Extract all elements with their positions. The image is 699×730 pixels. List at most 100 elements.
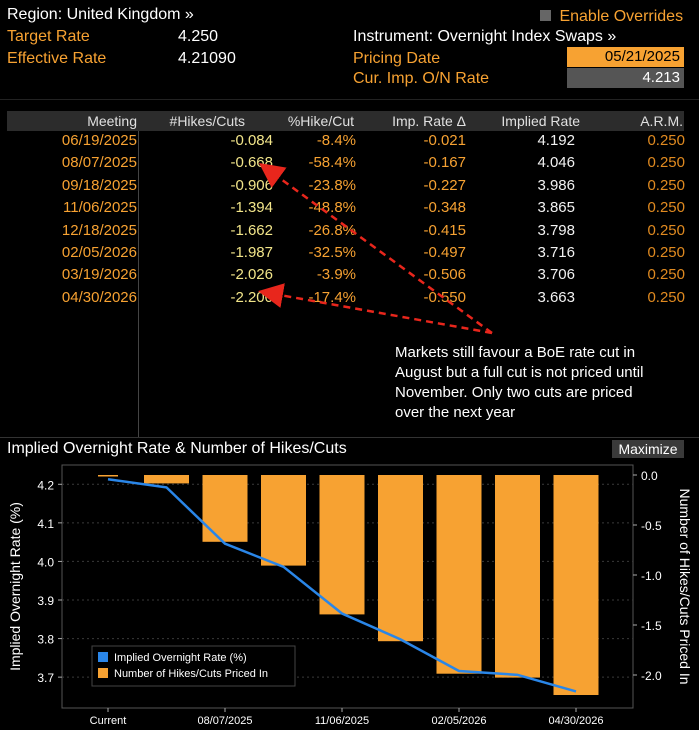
table-row[interactable]: 03/19/2026 -2.026 -3.9% -0.506 3.706 0.250 xyxy=(0,266,699,287)
y-tick-label: 4.1 xyxy=(37,517,54,531)
arm-cell: 0.250 xyxy=(647,266,685,284)
enable-overrides-checkbox[interactable]: Enable Overrides xyxy=(540,8,683,26)
meeting-cell: 09/18/2025 xyxy=(61,176,137,194)
arm-cell: 0.250 xyxy=(647,176,685,194)
maximize-button[interactable]: Maximize xyxy=(612,440,684,458)
hikes-cuts-cell: -1.662 xyxy=(230,221,273,239)
arm-cell: 0.250 xyxy=(647,132,685,149)
bar xyxy=(144,475,189,484)
legend-swatch-bars xyxy=(98,668,108,678)
pct-hike-cut-cell: -58.4% xyxy=(308,154,356,172)
arm-cell: 0.250 xyxy=(647,221,685,239)
imp-rate-delta-cell: -0.550 xyxy=(423,288,466,306)
hikes-cuts-cell: -2.026 xyxy=(230,266,273,284)
col-arm[interactable]: A.R.M. xyxy=(640,113,683,129)
imp-rate-delta-cell: -0.021 xyxy=(423,132,466,149)
annotation-text: Markets still favour a BoE rate cut in A… xyxy=(395,344,644,421)
legend-label-line: Implied Overnight Rate (%) xyxy=(114,652,247,664)
effective-rate-value: 4.21090 xyxy=(178,50,236,67)
bar xyxy=(202,475,248,542)
pct-hike-cut-cell: -23.8% xyxy=(308,176,356,194)
meeting-cell: 06/19/2025 xyxy=(61,132,137,149)
implied-rate-cell: 4.046 xyxy=(537,154,575,172)
x-tick-label: 04/30/2026 xyxy=(548,715,603,727)
table-header: Meeting #Hikes/Cuts %Hike/Cut Imp. Rate … xyxy=(7,111,684,131)
imp-rate-delta-cell: -0.227 xyxy=(423,176,466,194)
implied-rate-cell: 3.865 xyxy=(537,199,575,217)
legend-box xyxy=(91,645,296,687)
instrument-selector[interactable]: Instrument: Overnight Index Swaps » xyxy=(353,28,617,45)
y2-tick-label: 0.0 xyxy=(641,469,658,483)
legend-swatch-line xyxy=(98,652,108,662)
table-row[interactable]: 06/19/2025 -0.084 -8.4% -0.021 4.192 0.250 xyxy=(0,132,699,153)
imp-rate-delta-cell: -0.348 xyxy=(423,199,466,217)
bar xyxy=(261,475,306,566)
bar xyxy=(319,475,365,615)
y-tick-label: 4.0 xyxy=(37,555,54,569)
y2-tick-label: -1.0 xyxy=(641,569,662,583)
x-tick-label: 02/05/2026 xyxy=(431,715,486,727)
y-tick-label: 3.7 xyxy=(37,671,54,685)
meeting-cell: 02/05/2026 xyxy=(61,244,137,261)
table-row[interactable]: 02/05/2026 -1.987 -32.5% -0.497 3.716 0.250 xyxy=(0,244,699,265)
y2-axis-label: Number of Hikes/Cuts Priced In xyxy=(677,488,693,684)
pct-hike-cut-cell: -32.5% xyxy=(308,244,356,261)
cur-imp-rate-value: 4.213 xyxy=(567,68,684,88)
imp-rate-delta-cell: -0.167 xyxy=(423,154,466,172)
table-row[interactable]: 09/18/2025 -0.906 -23.8% -0.227 3.986 0.250 xyxy=(0,177,699,198)
effective-rate-label: Effective Rate xyxy=(7,50,107,67)
arm-cell: 0.250 xyxy=(647,199,685,217)
pct-hike-cut-cell: -48.8% xyxy=(308,199,356,217)
bar xyxy=(436,475,482,674)
col-implied-rate[interactable]: Implied Rate xyxy=(501,113,580,129)
divider xyxy=(0,99,699,100)
y2-tick-label: -1.5 xyxy=(641,619,662,633)
pct-hike-cut-cell: -8.4% xyxy=(316,132,356,149)
implied-rate-cell: 4.192 xyxy=(537,132,575,149)
implied-rate-cell: 3.706 xyxy=(537,266,575,284)
meeting-cell: 03/19/2026 xyxy=(61,266,137,284)
table-row[interactable]: 12/18/2025 -1.662 -26.8% -0.415 3.798 0.250 xyxy=(0,222,699,243)
imp-rate-delta-cell: -0.415 xyxy=(423,221,466,239)
region-selector[interactable]: Region: United Kingdom » xyxy=(7,6,194,23)
pricing-date-label: Pricing Date xyxy=(353,50,441,67)
enable-overrides-label: Enable Overrides xyxy=(559,8,684,25)
checkbox-icon[interactable] xyxy=(540,10,551,21)
arm-cell: 0.250 xyxy=(647,244,685,261)
y2-tick-label: -2.0 xyxy=(641,669,662,683)
bar xyxy=(553,475,599,695)
target-rate-label: Target Rate xyxy=(7,28,90,45)
cur-imp-rate-label: Cur. Imp. O/N Rate xyxy=(353,70,490,87)
hikes-cuts-cell: -0.084 xyxy=(230,132,273,149)
bar xyxy=(495,475,540,678)
chart: 3.7 3.8 3.9 4.0 4.1 4.2 -2.0 -1.5 -1.0 -0.5 0.0 Cur… xyxy=(7,464,693,727)
meeting-cell: 04/30/2026 xyxy=(61,288,137,306)
col-hikes-cuts[interactable]: #Hikes/Cuts xyxy=(169,113,245,129)
annotation-arrows xyxy=(258,163,493,335)
imp-rate-delta-cell: -0.506 xyxy=(423,266,466,284)
y-tick-label: 4.2 xyxy=(37,478,54,492)
col-imp-rate-delta[interactable]: Imp. Rate Δ xyxy=(392,113,466,129)
table-column-divider xyxy=(138,131,139,437)
x-tick-label: 08/07/2025 xyxy=(197,715,252,727)
implied-rate-cell: 3.663 xyxy=(537,288,575,306)
col-meeting[interactable]: Meeting xyxy=(87,113,137,129)
pricing-date-input[interactable]: 05/21/2025 xyxy=(567,47,684,67)
target-rate-value: 4.250 xyxy=(178,28,219,45)
chart-title: Implied Overnight Rate & Number of Hikes… xyxy=(7,440,347,457)
meeting-cell: 12/18/2025 xyxy=(61,221,137,239)
y-axis-label: Implied Overnight Rate (%) xyxy=(7,502,23,671)
implied-rate-cell: 3.798 xyxy=(537,221,575,239)
bar xyxy=(378,475,423,642)
implied-rate-cell: 3.716 xyxy=(537,244,575,261)
hikes-cuts-cell: -1.987 xyxy=(230,244,273,261)
bar xyxy=(98,475,118,477)
x-tick-label: 11/06/2025 xyxy=(315,715,369,727)
imp-rate-delta-cell: -0.497 xyxy=(423,244,466,261)
legend-label-bars: Number of Hikes/Cuts Priced In xyxy=(114,668,268,680)
table-row[interactable]: 11/06/2025 -1.394 -48.8% -0.348 3.865 0.250 xyxy=(0,199,699,220)
meeting-cell: 08/07/2025 xyxy=(61,154,137,172)
col-pct-hike-cut[interactable]: %Hike/Cut xyxy=(287,113,354,129)
implied-rate-line xyxy=(107,478,577,693)
y2-tick-label: -0.5 xyxy=(641,519,662,533)
